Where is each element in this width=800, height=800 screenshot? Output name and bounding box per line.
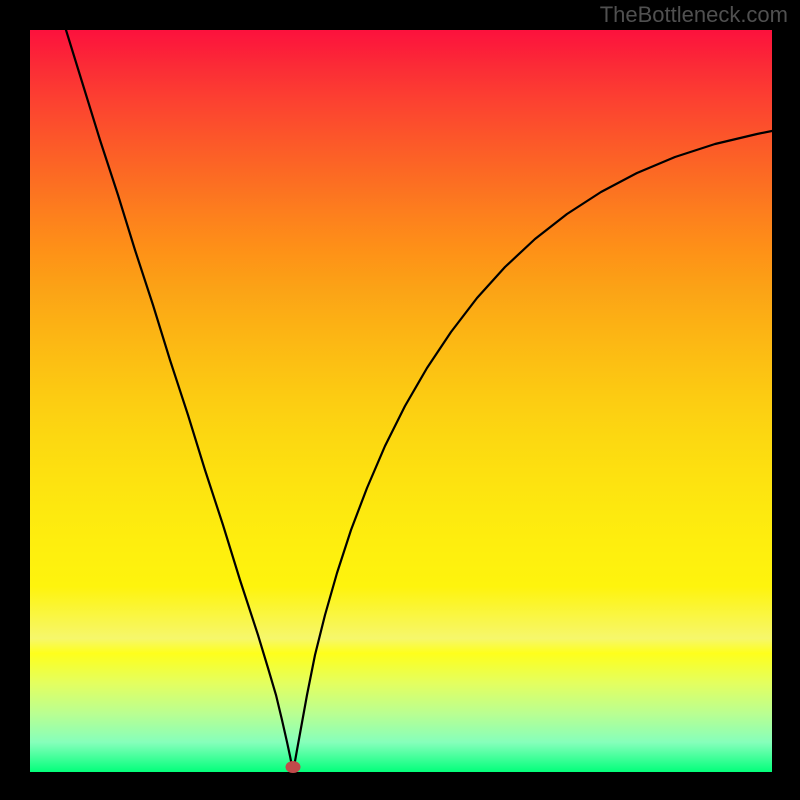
watermark-text: TheBottleneck.com (600, 2, 788, 28)
optimal-point-marker (285, 761, 300, 773)
chart-plot-area (30, 30, 772, 772)
curve-path (66, 30, 772, 771)
bottleneck-curve (30, 30, 772, 772)
